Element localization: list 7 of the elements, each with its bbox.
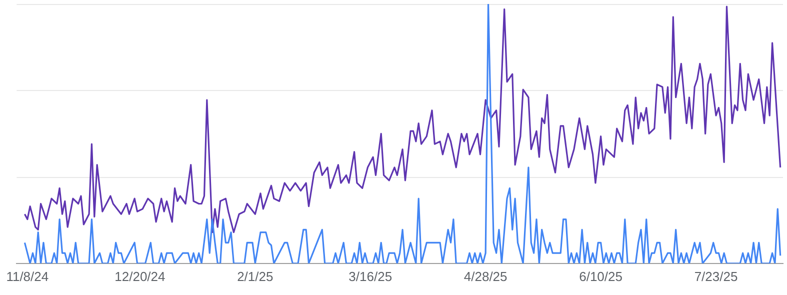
x-tick-label: 12/20/24 — [114, 268, 166, 284]
x-tick-label: 6/10/25 — [579, 268, 622, 284]
x-tick-label: 4/28/25 — [464, 268, 508, 284]
x-tick-label: 2/1/25 — [237, 268, 274, 284]
x-tick-label: 7/23/25 — [694, 268, 738, 284]
x-tick-label: 11/8/24 — [6, 268, 49, 284]
x-tick-label: 3/16/25 — [348, 268, 392, 284]
